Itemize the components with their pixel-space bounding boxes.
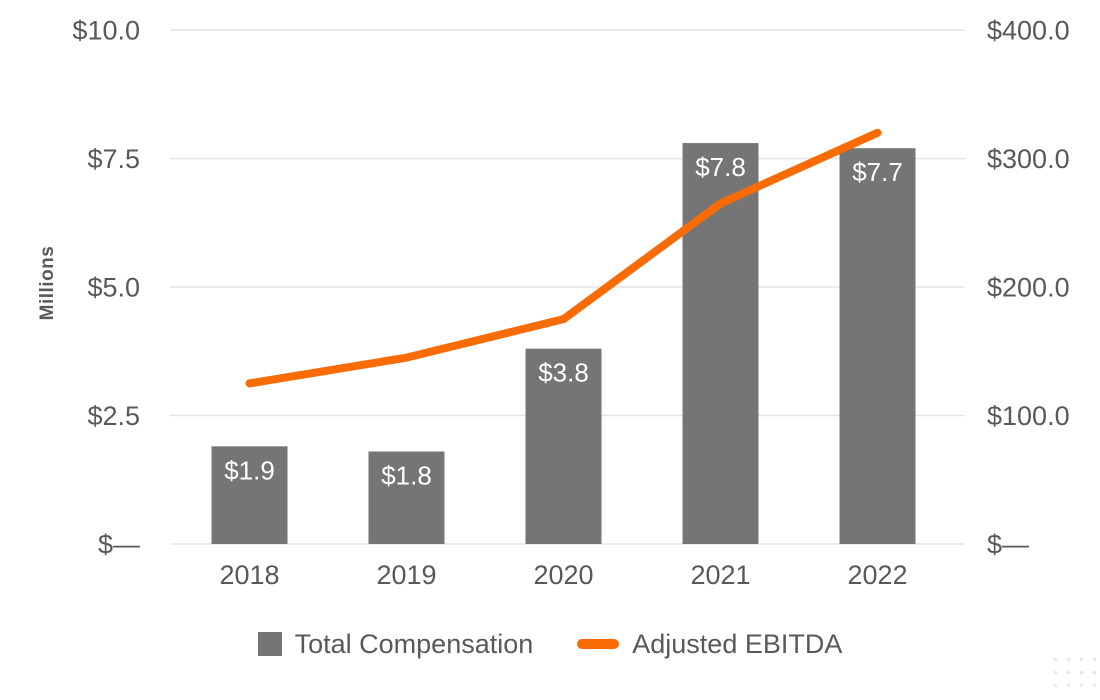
dot-grid-watermark — [1046, 650, 1096, 690]
legend-label-total-compensation: Total Compensation — [294, 628, 534, 659]
x-axis-label-2018: 2018 — [219, 560, 279, 590]
y-axis-tick-left: $5.0 — [87, 273, 140, 303]
y-axis-tick-left: $10.0 — [72, 16, 140, 46]
legend-label-adjusted-ebitda: Adjusted EBITDA — [632, 628, 843, 659]
bar-2020 — [525, 348, 602, 544]
x-axis-label-2019: 2019 — [376, 560, 436, 590]
y-axis-tick-left: $2.5 — [87, 401, 140, 431]
x-axis-label-2021: 2021 — [690, 560, 750, 590]
y-axis-tick-right: $200.0 — [987, 273, 1070, 303]
bar-value-label: $1.9 — [224, 455, 275, 485]
bar-2022 — [839, 148, 916, 544]
y-axis-tick-right: $— — [987, 530, 1029, 560]
legend-item-adjusted-ebitda: Adjusted EBITDA — [577, 629, 842, 660]
bar-value-label: $7.7 — [852, 157, 903, 187]
combo-chart: $— $— $2.5 $100.0 $5.0 $200.0 $7.5 $300.0 $10.0 $… — [72, 16, 1070, 591]
bar-2019 — [368, 451, 445, 544]
y-axis-title-millions: Millions — [37, 245, 58, 321]
line-swatch-icon — [577, 639, 620, 649]
y-axis-tick-right: $400.0 — [987, 16, 1070, 46]
y-axis-tick-right: $100.0 — [987, 401, 1070, 431]
x-axis-label-2022: 2022 — [847, 560, 907, 590]
bar-2018 — [211, 446, 288, 544]
y-axis-tick-left: $— — [98, 530, 140, 560]
bar-swatch-icon — [257, 632, 282, 656]
y-axis-tick-right: $300.0 — [987, 144, 1070, 174]
bar-value-label: $7.8 — [695, 152, 746, 182]
adjusted-ebitda-line — [245, 128, 882, 388]
bar-2021 — [682, 143, 759, 544]
y-axis-tick-left: $7.5 — [87, 144, 140, 174]
bar-value-label: $1.8 — [381, 460, 432, 490]
x-axis-label-2020: 2020 — [533, 560, 593, 590]
chart-legend: Total Compensation Adjusted EBITDA — [0, 624, 1100, 664]
bar-value-label: $3.8 — [538, 358, 589, 388]
legend-item-total-compensation: Total Compensation — [257, 628, 534, 660]
